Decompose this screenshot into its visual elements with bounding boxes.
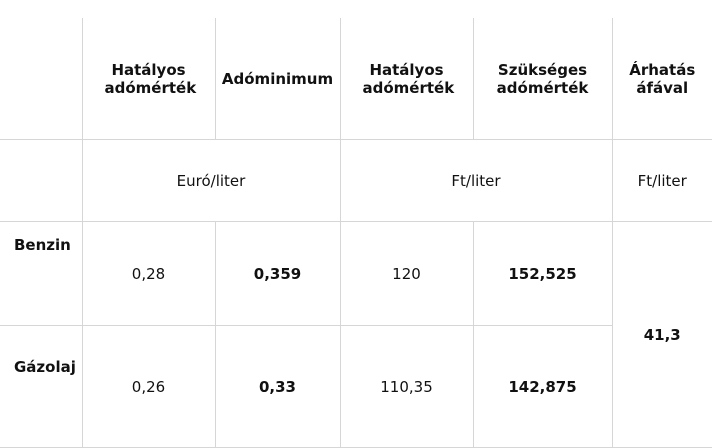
cell: 120 — [339, 221, 474, 326]
corner-cell — [0, 139, 83, 222]
cell: 0,33 — [214, 325, 341, 448]
data-row: Gázolaj 0,26 0,33 110,35 142,875 — [0, 325, 712, 448]
shared-cell: 41,3 — [611, 221, 712, 448]
header-cell: Adóminimum — [214, 18, 341, 140]
data-row: Benzin 0,28 0,359 120 152,525 41,3 — [0, 221, 712, 448]
page: {"table": { "header": ["Hatályos adómért… — [0, 18, 712, 448]
header-cell: Hatályos adómérték — [81, 18, 216, 140]
unit-cell: Ft/liter — [339, 139, 613, 222]
tax-table: Hatályos adómérték Adóminimum Hatályos a… — [0, 18, 712, 448]
header-cell: Árhatás áfával — [611, 18, 712, 140]
header-row: Hatályos adómérték Adóminimum Hatályos a… — [0, 18, 712, 140]
unit-cell: Ft/liter — [611, 139, 712, 222]
row-label: Gázolaj — [0, 325, 83, 448]
cell: 142,875 — [472, 325, 612, 448]
cell: 110,35 — [339, 325, 474, 448]
cell: 0,28 — [81, 221, 216, 326]
header-cell: Hatályos adómérték — [339, 18, 474, 140]
corner-cell — [0, 18, 83, 140]
cell: 152,525 — [472, 221, 613, 326]
units-row: Euró/liter Ft/liter Ft/liter — [0, 139, 712, 222]
cell: 0,359 — [214, 221, 341, 326]
cell: 0,26 — [81, 325, 216, 448]
row-label: Benzin — [0, 221, 83, 326]
unit-cell: Euró/liter — [81, 139, 341, 222]
header-cell: Szükséges adómérték — [472, 18, 613, 140]
